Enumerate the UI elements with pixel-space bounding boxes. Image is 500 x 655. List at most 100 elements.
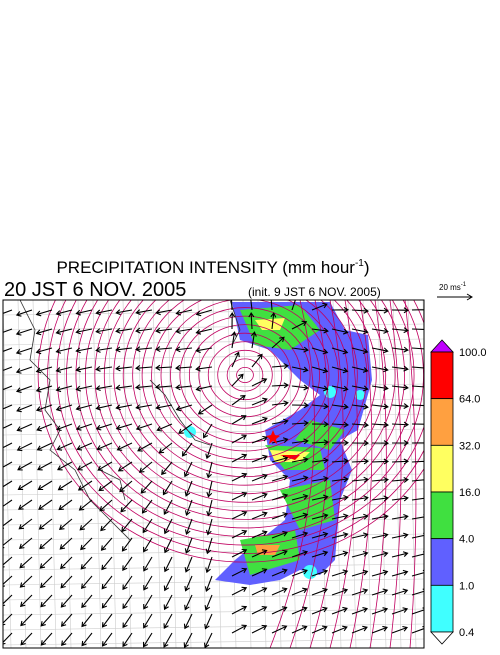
wind-arrow — [391, 588, 409, 596]
wind-arrow — [291, 512, 309, 520]
colorbar-label: 32.0 — [459, 440, 480, 452]
grid-line — [3, 533, 424, 541]
wind-arrow — [351, 385, 369, 392]
wind-arrow — [138, 461, 153, 473]
wind-arrow — [119, 480, 133, 493]
wind-arrow — [291, 531, 309, 539]
wind-arrow — [75, 309, 93, 316]
wind-arrow — [135, 365, 153, 371]
wind-arrow — [184, 518, 193, 535]
wind-arrow — [163, 556, 173, 573]
valid-time: 20 JST 6 NOV. 2005 — [4, 279, 186, 301]
wind-arrow — [391, 384, 409, 391]
wind-arrow — [206, 480, 213, 498]
grid-line — [3, 638, 424, 646]
wind-arrow — [291, 320, 308, 330]
wind-arrow — [251, 568, 268, 577]
wind-arrow — [15, 366, 33, 374]
wind-arrow — [371, 588, 389, 596]
wind-arrow — [411, 495, 424, 501]
contour — [160, 300, 330, 452]
wind-arrow — [351, 550, 369, 558]
wind-arrow — [155, 404, 173, 411]
wind-arrow — [291, 366, 309, 373]
wind-arrow — [391, 513, 409, 520]
wind-arrow — [56, 442, 73, 451]
wind-arrow — [155, 384, 173, 390]
wind-arrow — [250, 331, 257, 349]
wind-arrow — [231, 510, 248, 520]
wind-arrow — [36, 442, 53, 451]
wind-arrow — [76, 442, 93, 451]
wind-arrow — [75, 328, 93, 335]
wind-arrow — [311, 494, 329, 501]
wind-arrow — [371, 347, 389, 354]
wind-arrow — [18, 537, 33, 549]
wind-arrow — [142, 518, 153, 534]
wind-arrow — [271, 455, 289, 463]
wind-arrow — [371, 551, 389, 558]
contour — [141, 300, 349, 469]
title-exponent: -1 — [355, 258, 364, 269]
wind-arrow — [15, 309, 33, 317]
wind-arrow — [115, 384, 133, 391]
wind-arrow — [311, 302, 328, 311]
wind-arrow — [231, 605, 248, 615]
wind-arrow — [231, 586, 248, 596]
wind-arrow — [56, 461, 73, 471]
colorbar-segment — [430, 398, 454, 446]
wind-arrow — [411, 384, 424, 390]
init-time: (init. 9 JST 6 NOV. 2005) — [248, 285, 381, 299]
grid-line — [3, 608, 424, 616]
wind-arrow — [184, 556, 193, 573]
wind-arrow — [101, 556, 113, 571]
wind-arrow — [291, 438, 309, 445]
wind-arrow — [391, 403, 409, 410]
wind-arrow — [195, 347, 213, 354]
wind-arrow — [391, 421, 410, 428]
wind-arrow — [271, 587, 288, 596]
wind-arrow — [137, 442, 153, 452]
wind-arrow — [35, 366, 53, 374]
wind-arrow — [195, 309, 213, 317]
wind-arrow — [411, 476, 424, 483]
vector-scale-exponent: -1 — [461, 282, 467, 288]
wind-arrow — [204, 613, 213, 630]
wind-arrow — [115, 346, 133, 353]
wind-arrow — [175, 364, 193, 371]
wind-arrow — [122, 613, 133, 629]
wind-arrow — [156, 423, 173, 432]
vector-scale-arrow — [437, 293, 473, 301]
wind-arrow — [101, 632, 113, 647]
grid-line — [242, 300, 252, 648]
wind-arrow — [75, 385, 93, 392]
wind-arrow — [95, 309, 113, 316]
wind-arrow — [351, 625, 368, 634]
wind-arrow — [81, 632, 93, 647]
wind-arrow — [58, 518, 73, 531]
wind-arrow — [371, 495, 389, 502]
wind-arrow — [15, 385, 33, 393]
wind-arrow — [411, 440, 424, 446]
wind-arrow — [18, 499, 33, 510]
wind-arrow — [411, 403, 424, 409]
wind-arrow — [155, 309, 173, 316]
wind-arrow — [351, 366, 369, 373]
wind-vectors — [3, 300, 424, 648]
wind-arrow — [60, 613, 73, 627]
wind-arrow — [311, 403, 329, 410]
wind-arrow — [80, 537, 93, 551]
wind-arrow — [39, 556, 53, 569]
wind-arrow — [411, 346, 424, 352]
wind-arrow — [251, 435, 268, 444]
vector-scale-text: 20 ms — [439, 283, 461, 292]
wind-arrow — [291, 587, 308, 596]
wind-arrow — [271, 568, 288, 577]
wind-arrow — [175, 346, 193, 353]
wind-arrow — [371, 458, 390, 465]
wind-arrow — [271, 549, 288, 558]
colorbar-under — [430, 631, 454, 645]
wind-arrow — [311, 569, 329, 577]
wind-arrow — [3, 423, 13, 429]
wind-arrow — [371, 403, 389, 410]
